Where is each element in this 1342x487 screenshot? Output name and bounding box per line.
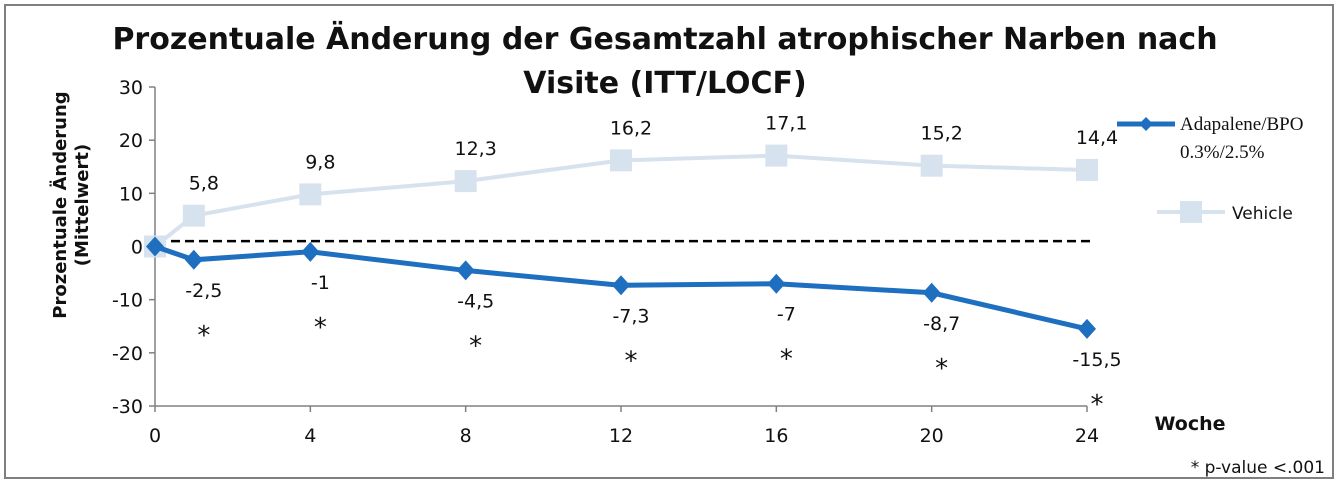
axes: 30 20 10 0 -10 -20 -30 0 4 8 12 16 20 24 Woche Prozentu… — [49, 77, 1226, 447]
vehicle-marker — [299, 183, 322, 206]
adapalene-line — [154, 244, 1088, 332]
y-tick-label: 20 — [119, 130, 143, 152]
adapalene-marker — [184, 249, 203, 270]
x-tick-label: 0 — [149, 425, 161, 447]
adapalene-data-label: -7,3 — [612, 305, 649, 327]
vehicle-data-label: 5,8 — [189, 173, 219, 195]
significance-asterisk: * — [314, 313, 327, 343]
x-tick-label: 4 — [304, 425, 316, 447]
x-tick-label: 20 — [920, 425, 944, 447]
y-tick-label: -30 — [112, 396, 143, 418]
adapalene-data-label: -2,5 — [185, 280, 222, 302]
y-tick-label: 0 — [131, 237, 143, 259]
series-vehicle — [144, 144, 1098, 258]
vehicle-marker — [920, 154, 943, 177]
vehicle-data-label: 17,1 — [765, 113, 807, 135]
x-axis-title: Woche — [1154, 413, 1225, 435]
legend: Adapalene/BPO 0.3%/2.5% Vehicle * p-value <… — [1117, 114, 1325, 478]
significance-asterisk: * — [469, 331, 482, 361]
y-tick-label: -20 — [112, 343, 143, 365]
vehicle-marker — [182, 204, 205, 227]
legend-adapalene-marker — [1139, 117, 1153, 131]
adapalene-data-label: -8,7 — [923, 313, 960, 335]
significance-asterisk: * — [625, 346, 638, 376]
vehicle-marker — [765, 144, 788, 167]
y-tick-label: 30 — [119, 77, 143, 99]
legend-adapalene-label: Adapalene/BPO — [1180, 114, 1303, 135]
chart-title: Prozentuale Änderung der Gesamtzahl atro… — [112, 22, 1218, 101]
vehicle-data-label: 15,2 — [921, 123, 963, 145]
adapalene-marker — [1078, 318, 1096, 339]
significance-asterisk: * — [935, 354, 948, 384]
vehicle-marker — [1076, 158, 1098, 181]
x-tick-label: 8 — [460, 425, 472, 447]
significance-asterisk: * — [780, 345, 793, 375]
series-adapalene — [146, 236, 1096, 339]
adapalene-data-label: -1 — [311, 272, 330, 294]
x-tick-label: 12 — [609, 425, 633, 447]
x-tick-label: 16 — [764, 425, 788, 447]
vehicle-data-label: 14,4 — [1076, 127, 1118, 149]
vehicle-marker — [610, 149, 632, 172]
adapalene-marker — [922, 282, 941, 303]
adapalene-marker — [612, 275, 630, 296]
adapalene-data-label: -7 — [777, 304, 796, 326]
significance-asterisk: * — [1091, 390, 1104, 420]
x-tick-label: 24 — [1075, 425, 1099, 447]
adapalene-data-label: -4,5 — [457, 290, 494, 312]
adapalene-data-label: -15,5 — [1072, 349, 1121, 371]
vehicle-data-label: 16,2 — [610, 117, 652, 139]
legend-vehicle-label: Vehicle — [1232, 204, 1293, 224]
vehicle-marker — [454, 170, 477, 193]
adapalene-marker — [301, 241, 320, 262]
legend-vehicle-marker — [1180, 201, 1202, 223]
adapalene-marker — [146, 236, 164, 257]
vehicle-data-label: 12,3 — [455, 138, 497, 160]
adapalene-marker — [767, 273, 786, 294]
data-labels: 5,8 9,8 12,3 16,2 17,1 15,2 14,4 -2,5 -1 -4,5 -7,3… — [185, 113, 1121, 420]
adapalene-marker — [456, 260, 475, 281]
footnote: * p-value <.001 — [1191, 458, 1325, 478]
vehicle-line — [153, 153, 1088, 249]
significance-asterisk: * — [197, 321, 210, 351]
vehicle-data-label: 9,8 — [305, 151, 335, 173]
y-tick-label: -10 — [112, 290, 143, 312]
legend-adapalene-label-2: 0.3%/2.5% — [1180, 142, 1265, 163]
y-axis-title: Prozentuale Änderung(Mittelwert) — [49, 91, 93, 318]
y-tick-label: 10 — [119, 183, 143, 205]
